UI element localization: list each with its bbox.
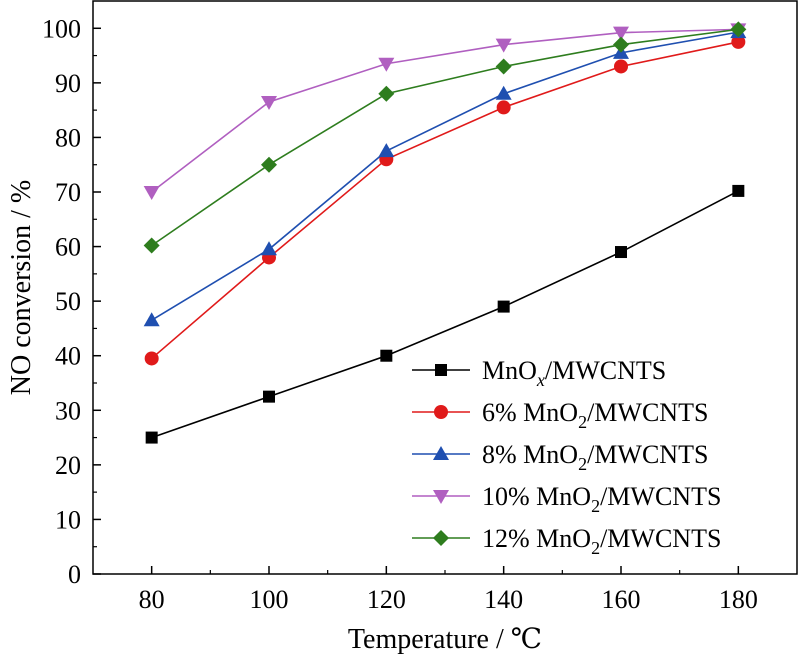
data-point [145,431,158,444]
data-point [263,390,275,403]
data-point [378,143,395,158]
legend-item-4: 10% MnO2/MWCNTS [412,482,721,516]
data-point [731,34,746,49]
legend-marker [435,364,447,376]
legend-label: 8% MnO2/MWCNTS [482,440,708,474]
legend-label-part: 2 [591,538,600,558]
legend-label-part: 2 [578,454,587,474]
series-line [151,28,739,247]
y-tick-label: 10 [55,505,81,534]
legend-label-part: /MWCNTS [587,398,708,427]
series-4 [143,23,747,200]
legend-label-part: 10% MnO [482,482,591,511]
y-tick-label: 30 [55,396,81,425]
data-point [144,351,159,366]
data-point [143,237,160,254]
y-tick-label: 40 [55,342,81,371]
data-point [495,58,512,75]
y-tick-label: 70 [55,178,81,207]
legend-label-part: /MWCNTS [600,482,721,511]
legend-item-1: MnOx/MWCNTS [412,356,666,390]
legend-label: 10% MnO2/MWCNTS [482,482,721,516]
legend-label-part: 6% MnO [482,398,578,427]
legend-label: MnOx/MWCNTS [482,356,666,390]
data-point [495,38,512,53]
series-line [151,28,739,193]
x-tick-label: 180 [719,585,758,614]
legend-label-part: /MWCNTS [587,440,708,469]
legend-marker [433,530,449,546]
x-tick-label: 120 [367,585,406,614]
legend-label-part: 12% MnO [482,524,591,553]
legend-label-part: MnO [482,356,537,385]
y-tick-label: 100 [42,14,81,43]
data-point [496,100,511,115]
data-point [495,85,512,100]
axes: 80 100 120 140 160 180 0 10 20 30 40 50 60 70 80 90 100 [42,14,758,614]
data-point [380,349,393,362]
series-1 [145,184,745,444]
data-point [730,21,747,38]
data-point [378,57,395,72]
series-2 [144,34,746,366]
data-point [613,26,629,41]
data-point [143,312,160,327]
data-point [615,246,627,259]
legend-label-part: x [536,370,545,390]
series-line [151,41,739,360]
x-tick-label: 160 [602,585,641,614]
x-tick-label: 100 [250,585,289,614]
data-point [261,95,277,110]
y-tick-label: 20 [55,451,81,480]
legend-label: 12% MnO2/MWCNTS [482,524,721,558]
series-line [151,190,739,439]
legend-label-part: 8% MnO [482,440,578,469]
series-line [151,31,739,321]
data-point [261,241,277,256]
series-5 [143,21,747,254]
legend-item-5: 12% MnO2/MWCNTS [412,524,721,558]
y-tick-label: 90 [55,69,81,98]
series-3 [143,24,747,327]
y-axis-title: NO conversion / % [6,180,37,395]
legend-marker [433,490,449,504]
legend-marker [433,446,449,460]
x-tick-label: 80 [139,585,165,614]
data-point [614,59,628,74]
legend-marker [434,405,448,419]
legend-label: 6% MnO2/MWCNTS [482,398,708,432]
legend-label-part: 2 [591,496,600,516]
data-point [497,300,510,313]
legend-label-part: /MWCNTS [600,524,721,553]
y-tick-label: 80 [55,123,81,152]
data-point [378,85,395,102]
plot-area [143,21,747,444]
legend-item-3: 8% MnO2/MWCNTS [412,440,708,474]
y-tick-label: 50 [55,287,81,316]
data-point [143,186,160,200]
legend-label-part: /MWCNTS [545,356,666,385]
y-tick-label: 60 [55,233,81,262]
x-tick-label: 140 [484,585,523,614]
data-point [732,184,745,197]
legend-item-2: 6% MnO2/MWCNTS [412,398,708,432]
data-point [613,36,629,53]
y-tick-label: 0 [68,560,81,589]
legend-label-part: 2 [578,412,587,432]
data-point [261,156,277,173]
x-axis-title: Temperature / ℃ [348,624,542,655]
